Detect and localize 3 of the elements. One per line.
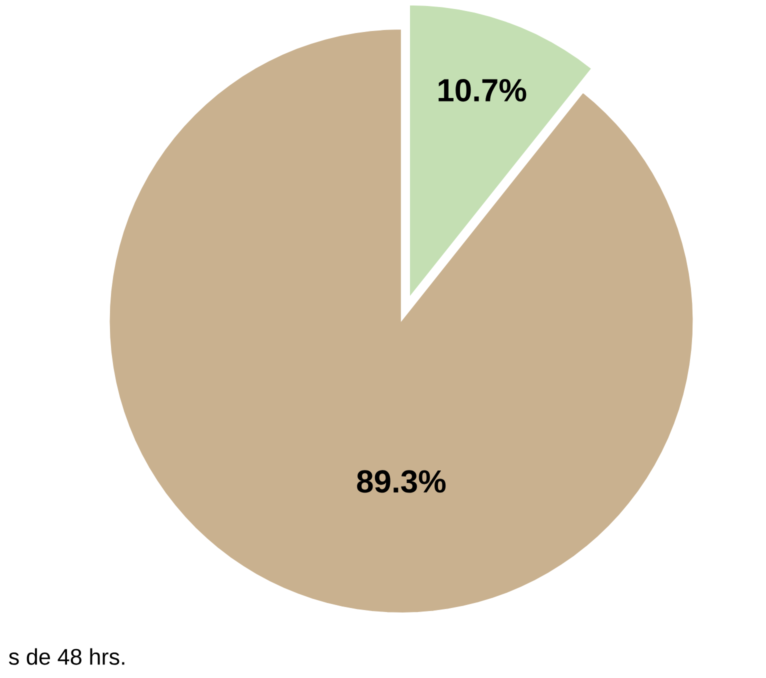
text: s de 48 hrs. (8, 648, 124, 665)
data-label: 10.7% (438, 78, 526, 102)
data-label: 89.3% (357, 470, 446, 493)
